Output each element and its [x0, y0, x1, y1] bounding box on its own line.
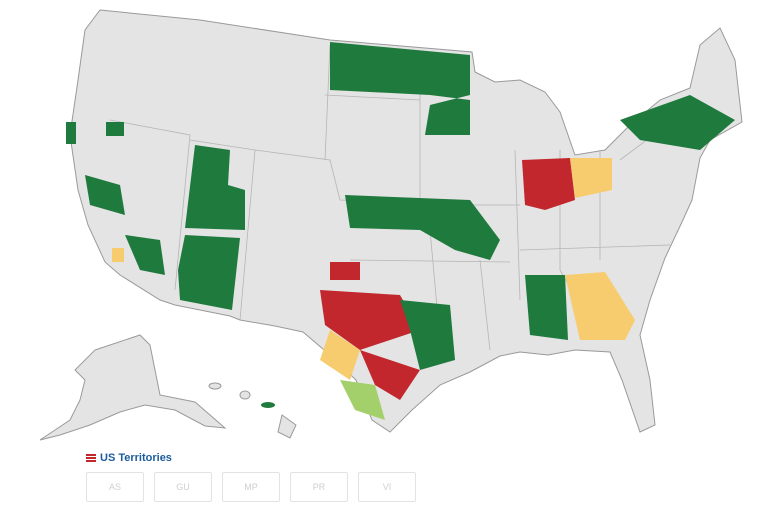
- region-green: [125, 235, 165, 275]
- territory-button[interactable]: GU: [154, 472, 212, 502]
- territory-buttons: AS GU MP PR VI: [86, 472, 486, 502]
- region-yellow: [320, 330, 360, 380]
- region-green: [85, 175, 125, 215]
- territory-button[interactable]: PR: [290, 472, 348, 502]
- us-map: [39, 9, 743, 441]
- region-lightgreen: [340, 380, 385, 420]
- region-yellow: [570, 158, 612, 198]
- territory-button[interactable]: AS: [86, 472, 144, 502]
- region-green: [66, 122, 76, 144]
- alaska: [39, 334, 227, 441]
- region-yellow: [112, 248, 124, 262]
- region-green: [400, 300, 455, 370]
- region-green: [345, 195, 500, 260]
- hawaii: [208, 382, 297, 439]
- region-green: [106, 122, 124, 136]
- region-red: [330, 262, 360, 280]
- territories-title: US Territories: [100, 452, 172, 464]
- region-red: [320, 290, 420, 350]
- territories-heading: US Territories: [86, 450, 486, 466]
- territory-button[interactable]: VI: [358, 472, 416, 502]
- region-green: [330, 42, 470, 135]
- region-green: [185, 145, 245, 230]
- region-green: [620, 95, 735, 150]
- region-yellow: [565, 272, 635, 340]
- region-green: [178, 235, 240, 310]
- territories: US Territories AS GU MP PR VI: [86, 450, 486, 502]
- region-red: [522, 158, 575, 210]
- region-red: [360, 350, 420, 400]
- flag-icon: [86, 454, 96, 462]
- territory-button[interactable]: MP: [222, 472, 280, 502]
- region-green: [525, 275, 568, 340]
